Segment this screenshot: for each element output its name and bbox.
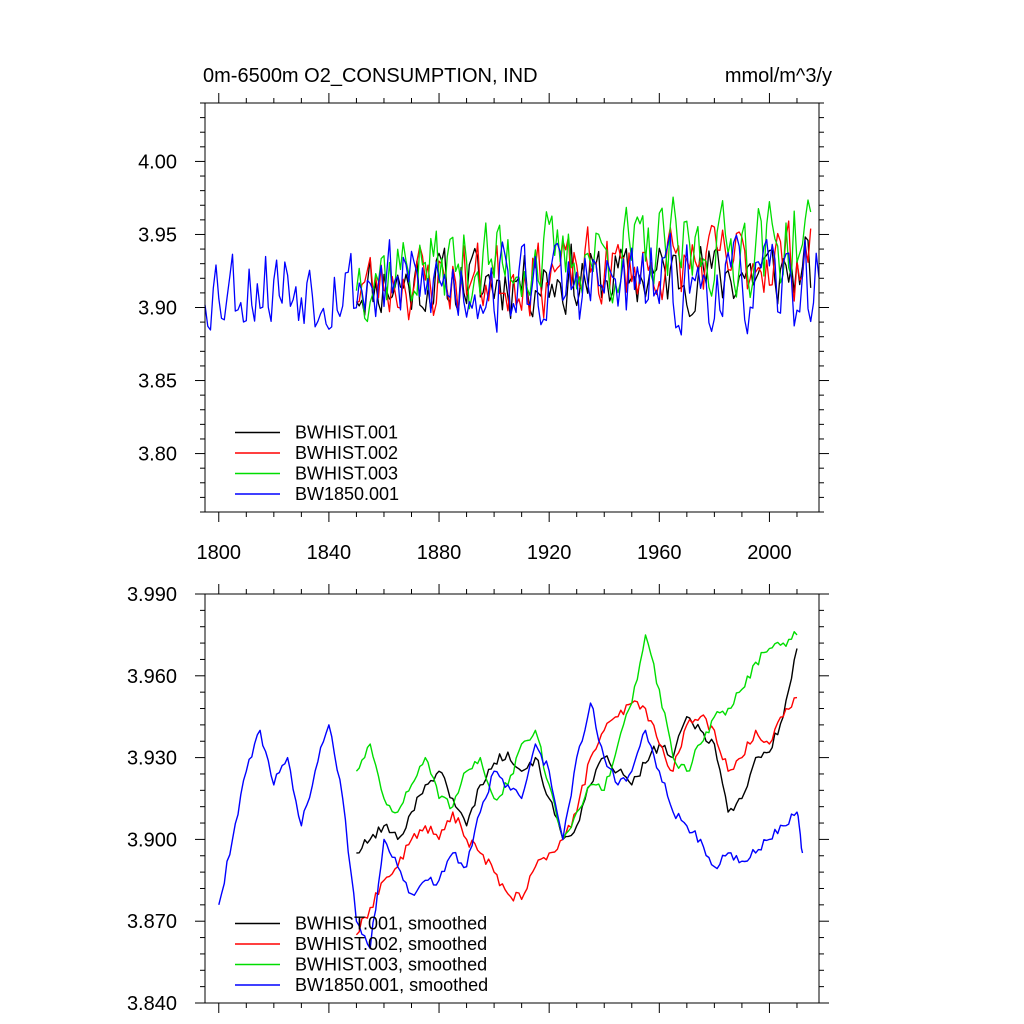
bottom-panel: 3.840 3.870 3.900 3.930 3.960 3.990 BWHIST.00…: [127, 584, 829, 1015]
bottom-y-tick-label: 3.870: [127, 911, 177, 933]
top-chart-units: mmol/m^3/y: [725, 65, 832, 87]
top-series-line: [355, 196, 812, 323]
bottom-legend-label: BWHIST.002, smoothed: [295, 934, 487, 954]
bottom-series-line: [355, 696, 798, 936]
top-y-tick-label: 3.85: [138, 371, 177, 393]
bottom-legend-label: BWHIST.003, smoothed: [295, 955, 487, 975]
top-x-tick-label: 1880: [417, 542, 462, 564]
bottom-legend-label: BW1850.001, smoothed: [295, 975, 488, 995]
bottom-y-tick-label: 3.990: [127, 584, 177, 606]
top-axis-ticks: 1800 1840 1880 1920 1960 2000 3.80 3.85 3.90 3.95…: [138, 93, 829, 564]
bottom-series-lines: [218, 631, 804, 950]
top-y-tick-label: 4.00: [138, 151, 177, 173]
top-series-line: [204, 232, 820, 336]
top-y-tick-label: 3.80: [138, 444, 177, 466]
top-x-tick-label: 1960: [637, 542, 682, 564]
bottom-y-tick-label: 3.930: [127, 748, 177, 770]
bottom-y-tick-label: 3.840: [127, 993, 177, 1015]
bottom-axis-ticks: 3.840 3.870 3.900 3.930 3.960 3.990: [127, 584, 829, 1015]
bottom-series-line: [218, 702, 804, 950]
top-x-tick-label: 1840: [307, 542, 352, 564]
bottom-plot-frame: [204, 593, 820, 1004]
top-legend-label: BW1850.001: [295, 484, 399, 504]
top-legend-label: BWHIST.003: [295, 464, 398, 484]
top-x-tick-label: 1800: [197, 542, 242, 564]
top-panel: 0m-6500m O2_CONSUMPTION, IND mmol/m^3/y …: [138, 65, 832, 564]
top-chart-title: 0m-6500m O2_CONSUMPTION, IND: [203, 65, 538, 87]
bottom-series-line: [356, 648, 798, 854]
top-legend-label: BWHIST.002: [295, 443, 398, 463]
bottom-series-line: [355, 631, 798, 841]
bottom-legend-label: BWHIST.001, smoothed: [295, 914, 487, 934]
bottom-y-tick-label: 3.900: [127, 829, 177, 851]
top-x-tick-label: 2000: [747, 542, 792, 564]
top-y-tick-label: 3.90: [138, 298, 177, 320]
top-y-tick-label: 3.95: [138, 224, 177, 246]
top-series-lines: [204, 196, 820, 336]
top-legend-label: BWHIST.001: [295, 423, 398, 443]
top-x-tick-label: 1920: [527, 542, 572, 564]
bottom-y-tick-label: 3.960: [127, 666, 177, 688]
